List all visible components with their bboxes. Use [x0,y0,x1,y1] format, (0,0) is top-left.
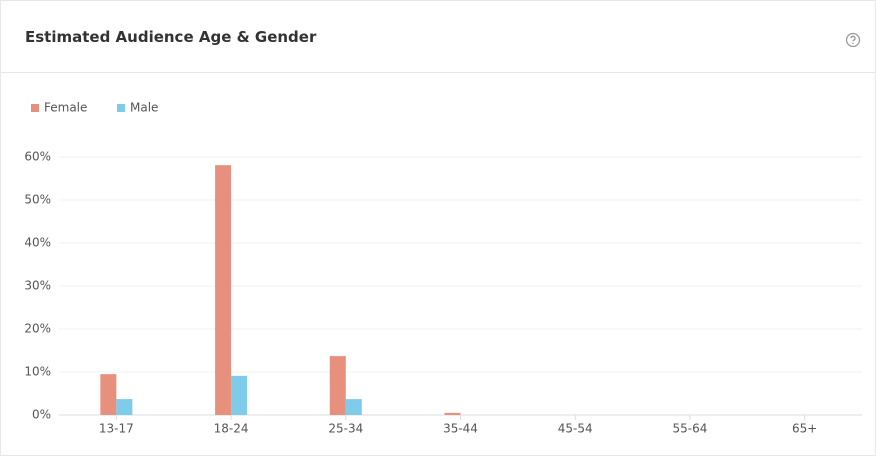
bar [100,374,117,415]
y-tick-label: 50% [24,193,51,207]
y-tick-label: 40% [24,236,51,250]
legend-label: Male [130,101,158,115]
y-tick-label: 30% [24,279,51,293]
bar [116,399,133,415]
y-tick-label: 60% [24,150,51,164]
y-tick-label: 20% [24,322,51,336]
x-tick-label: 45-54 [558,422,593,436]
x-tick-label: 25-34 [328,422,363,436]
bar [444,412,461,415]
x-tick-label: 13-17 [99,422,134,436]
y-tick-label: 10% [24,365,51,379]
bar [329,356,346,415]
legend-label: Female [44,101,87,115]
chart-title: Estimated Audience Age & Gender [25,28,317,46]
chart: Female Male 0% 10% 20% 30% 40% 50% 60% 13-17 18-24… [24,101,862,436]
legend-swatch [31,104,39,112]
header: Estimated Audience Age & Gender [1,1,875,73]
y-tick-label: 0% [32,408,51,422]
x-tick-label: 18-24 [214,422,249,436]
bar [345,399,362,415]
bar [215,165,232,415]
x-tick-label: 55-64 [672,422,707,436]
legend-swatch [117,104,125,112]
x-tick-label: 35-44 [443,422,478,436]
bar [231,375,248,415]
help-icon[interactable] [845,32,861,48]
x-tick-label: 65+ [792,422,817,436]
